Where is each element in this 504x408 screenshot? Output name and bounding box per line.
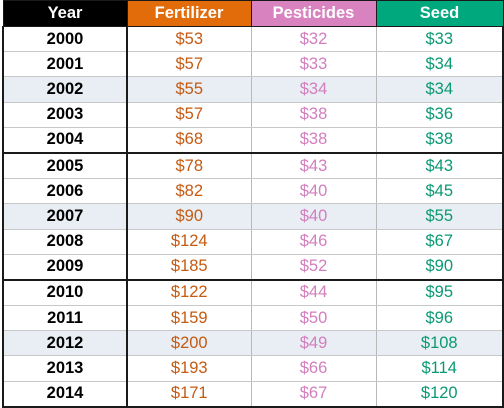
table-row: 2001 $57 $33 $34 xyxy=(2,51,504,78)
year-cell: 2006 xyxy=(2,178,128,205)
seed-cell: $67 xyxy=(375,229,504,255)
year-cell: 2004 xyxy=(2,127,128,154)
table-row: 2014 $171 $67 $120 xyxy=(2,381,504,408)
header-fertilizer: Fertilizer xyxy=(126,0,252,27)
seed-cell: $33 xyxy=(375,26,504,53)
year-cell: 2014 xyxy=(2,381,128,408)
year-cell: 2005 xyxy=(2,151,128,180)
pesticides-cell: $49 xyxy=(250,330,377,357)
header-row: Year Fertilizer Pesticides Seed xyxy=(2,0,504,27)
table-row: 2009 $185 $52 $90 xyxy=(2,254,504,281)
table-row: 2004 $68 $38 $38 xyxy=(2,127,504,154)
fertilizer-cell: $193 xyxy=(126,355,252,382)
pesticides-cell: $44 xyxy=(250,278,377,307)
year-cell: 2012 xyxy=(2,330,128,357)
year-cell: 2008 xyxy=(2,229,128,255)
seed-cell: $38 xyxy=(375,127,504,154)
fertilizer-cell: $122 xyxy=(126,278,252,307)
pesticides-cell: $40 xyxy=(250,178,377,205)
fertilizer-cell: $159 xyxy=(126,305,252,332)
seed-cell: $108 xyxy=(375,330,504,357)
year-cell: 2003 xyxy=(2,102,128,128)
fertilizer-cell: $57 xyxy=(126,102,252,128)
year-cell: 2010 xyxy=(2,278,128,307)
fertilizer-cell: $200 xyxy=(126,330,252,357)
table-body: 2000 $53 $32 $33 2001 $57 $33 $34 2002 $55 $34 $34 2… xyxy=(2,26,504,408)
pesticides-cell: $66 xyxy=(250,355,377,382)
year-cell: 2013 xyxy=(2,355,128,382)
seed-cell: $95 xyxy=(375,278,504,307)
fertilizer-cell: $55 xyxy=(126,76,252,103)
seed-cell: $114 xyxy=(375,355,504,382)
table-row: 2010 $122 $44 $95 xyxy=(2,278,504,307)
pesticides-cell: $43 xyxy=(250,151,377,180)
pesticides-cell: $33 xyxy=(250,51,377,78)
table-header: Year Fertilizer Pesticides Seed xyxy=(2,0,504,27)
fertilizer-cell: $68 xyxy=(126,127,252,154)
seed-cell: $120 xyxy=(375,381,504,408)
year-cell: 2001 xyxy=(2,51,128,78)
header-seed: Seed xyxy=(375,0,504,27)
year-cell: 2009 xyxy=(2,254,128,281)
table-row: 2002 $55 $34 $34 xyxy=(2,76,504,103)
table-row: 2013 $193 $66 $114 xyxy=(2,355,504,382)
fertilizer-cell: $53 xyxy=(126,26,252,53)
pesticides-cell: $38 xyxy=(250,127,377,154)
seed-cell: $34 xyxy=(375,76,504,103)
year-cell: 2011 xyxy=(2,305,128,332)
fertilizer-cell: $124 xyxy=(126,229,252,255)
pesticides-cell: $52 xyxy=(250,254,377,281)
table-row: 2006 $82 $40 $45 xyxy=(2,178,504,205)
pesticides-cell: $67 xyxy=(250,381,377,408)
pesticides-cell: $50 xyxy=(250,305,377,332)
pesticides-cell: $38 xyxy=(250,102,377,128)
header-pesticides: Pesticides xyxy=(250,0,377,27)
seed-cell: $34 xyxy=(375,51,504,78)
table-row: 2008 $124 $46 $67 xyxy=(2,229,504,255)
fertilizer-cell: $82 xyxy=(126,178,252,205)
fertilizer-cell: $90 xyxy=(126,203,252,230)
table-row: 2003 $57 $38 $36 xyxy=(2,102,504,128)
pesticides-cell: $34 xyxy=(250,76,377,103)
seed-cell: $36 xyxy=(375,102,504,128)
seed-cell: $96 xyxy=(375,305,504,332)
year-cell: 2007 xyxy=(2,203,128,230)
seed-cell: $43 xyxy=(375,151,504,180)
seed-cell: $55 xyxy=(375,203,504,230)
pesticides-cell: $40 xyxy=(250,203,377,230)
fertilizer-cell: $185 xyxy=(126,254,252,281)
fertilizer-cell: $78 xyxy=(126,151,252,180)
table-row: 2005 $78 $43 $43 xyxy=(2,151,504,180)
seed-cell: $45 xyxy=(375,178,504,205)
table-row: 2000 $53 $32 $33 xyxy=(2,26,504,53)
header-year: Year xyxy=(2,0,128,27)
seed-cell: $90 xyxy=(375,254,504,281)
table-row: 2012 $200 $49 $108 xyxy=(2,330,504,357)
pesticides-cell: $46 xyxy=(250,229,377,255)
fertilizer-cell: $57 xyxy=(126,51,252,78)
table-row: 2007 $90 $40 $55 xyxy=(2,203,504,230)
fertilizer-cell: $171 xyxy=(126,381,252,408)
year-cell: 2002 xyxy=(2,76,128,103)
pesticides-cell: $32 xyxy=(250,26,377,53)
year-cell: 2000 xyxy=(2,26,128,53)
table-row: 2011 $159 $50 $96 xyxy=(2,305,504,332)
